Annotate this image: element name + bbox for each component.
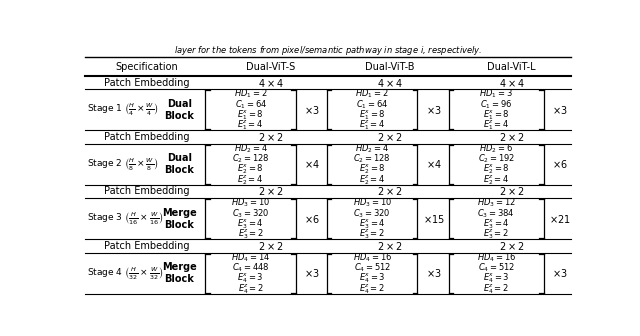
Text: $\times 3$: $\times 3$	[552, 267, 568, 279]
Text: $E_1^x=8$: $E_1^x=8$	[237, 108, 264, 122]
Text: $E_2^z=4$: $E_2^z=4$	[359, 173, 385, 187]
Text: $2 \times 2$: $2 \times 2$	[378, 131, 403, 143]
Text: $2 \times 2$: $2 \times 2$	[378, 240, 403, 252]
Text: Dual-ViT-L: Dual-ViT-L	[487, 61, 536, 72]
Text: Patch Embedding: Patch Embedding	[104, 78, 189, 87]
Text: $HD_1=2$: $HD_1=2$	[355, 88, 389, 100]
Text: $2 \times 2$: $2 \times 2$	[259, 185, 284, 198]
Text: $E_4^x=3$: $E_4^x=3$	[237, 272, 264, 285]
Text: $4 \times 4$: $4 \times 4$	[499, 77, 524, 88]
Text: $\times 3$: $\times 3$	[305, 104, 320, 116]
Text: $E_1^x=8$: $E_1^x=8$	[359, 108, 385, 122]
Text: $\times 4$: $\times 4$	[304, 158, 320, 170]
Text: $HD_4=14$: $HD_4=14$	[231, 251, 270, 264]
Text: $C_3=320$: $C_3=320$	[232, 207, 269, 220]
Text: $C_2=192$: $C_2=192$	[477, 153, 515, 165]
Text: Patch Embedding: Patch Embedding	[104, 132, 189, 142]
Text: $E_4^x=3$: $E_4^x=3$	[359, 272, 385, 285]
Text: $E_1^x=8$: $E_1^x=8$	[483, 108, 509, 122]
Text: Patch Embedding: Patch Embedding	[104, 241, 189, 251]
Text: Dual
Block: Dual Block	[164, 154, 194, 175]
Text: Specification: Specification	[116, 61, 179, 72]
Text: $E_3^z=2$: $E_3^z=2$	[237, 228, 264, 241]
Text: $HD_2=4$: $HD_2=4$	[234, 142, 268, 155]
Text: $HD_4=16$: $HD_4=16$	[477, 251, 516, 264]
Text: $4 \times 4$: $4 \times 4$	[258, 77, 284, 88]
Text: $\times 3$: $\times 3$	[426, 104, 442, 116]
Text: $E_2^x=8$: $E_2^x=8$	[483, 163, 509, 176]
Text: $\times 6$: $\times 6$	[304, 213, 320, 225]
Text: $HD_4=16$: $HD_4=16$	[353, 251, 392, 264]
Text: $E_4^z=2$: $E_4^z=2$	[237, 282, 264, 296]
Text: $\times 4$: $\times 4$	[426, 158, 442, 170]
Text: $HD_3=10$: $HD_3=10$	[231, 197, 270, 209]
Text: $C_4=512$: $C_4=512$	[477, 262, 515, 274]
Text: $HD_1=3$: $HD_1=3$	[479, 88, 513, 100]
Text: $\times 3$: $\times 3$	[552, 104, 568, 116]
Text: $C_4=512$: $C_4=512$	[353, 262, 391, 274]
Text: $E_3^z=2$: $E_3^z=2$	[483, 228, 509, 241]
Text: $2 \times 2$: $2 \times 2$	[499, 240, 524, 252]
Text: $HD_3=12$: $HD_3=12$	[477, 197, 516, 209]
Text: Patch Embedding: Patch Embedding	[104, 186, 189, 197]
Text: $\times 3$: $\times 3$	[426, 267, 442, 279]
Text: $HD_2=4$: $HD_2=4$	[355, 142, 389, 155]
Text: $4 \times 4$: $4 \times 4$	[377, 77, 403, 88]
Text: $C_1=96$: $C_1=96$	[480, 98, 512, 111]
Text: $C_1=64$: $C_1=64$	[356, 98, 388, 111]
Text: Stage 2 $\left(\frac{H}{8} \times \frac{W}{8}\right)$: Stage 2 $\left(\frac{H}{8} \times \frac{…	[88, 156, 159, 173]
Text: Merge
Block: Merge Block	[162, 208, 196, 229]
Text: Dual
Block: Dual Block	[164, 99, 194, 121]
Text: Dual-ViT-B: Dual-ViT-B	[365, 61, 415, 72]
Text: $E_3^x=4$: $E_3^x=4$	[359, 217, 385, 231]
Text: $\times 6$: $\times 6$	[552, 158, 568, 170]
Text: $C_3=320$: $C_3=320$	[353, 207, 391, 220]
Text: $E_1^z=4$: $E_1^z=4$	[237, 119, 264, 132]
Text: $C_1=64$: $C_1=64$	[234, 98, 267, 111]
Text: $HD_3=10$: $HD_3=10$	[353, 197, 392, 209]
Text: $2 \times 2$: $2 \times 2$	[259, 131, 284, 143]
Text: $\times 15$: $\times 15$	[423, 213, 445, 225]
Text: $E_2^x=8$: $E_2^x=8$	[359, 163, 385, 176]
Text: $2 \times 2$: $2 \times 2$	[259, 240, 284, 252]
Text: $E_1^z=4$: $E_1^z=4$	[359, 119, 385, 132]
Text: Stage 1 $\left(\frac{H}{4} \times \frac{W}{4}\right)$: Stage 1 $\left(\frac{H}{4} \times \frac{…	[88, 101, 159, 118]
Text: layer for the tokens from pixel/semantic pathway in stage $i$, respectively.: layer for the tokens from pixel/semantic…	[174, 44, 482, 57]
Text: $E_4^z=2$: $E_4^z=2$	[359, 282, 385, 296]
Text: $C_2=128$: $C_2=128$	[353, 153, 391, 165]
Text: Stage 4 $\left(\frac{H}{32} \times \frac{W}{32}\right)$: Stage 4 $\left(\frac{H}{32} \times \frac…	[88, 265, 164, 282]
Text: $E_1^z=4$: $E_1^z=4$	[483, 119, 509, 132]
Text: Dual-ViT-S: Dual-ViT-S	[246, 61, 296, 72]
Text: $E_2^x=8$: $E_2^x=8$	[237, 163, 264, 176]
Text: $C_4=448$: $C_4=448$	[232, 262, 269, 274]
Text: $2 \times 2$: $2 \times 2$	[378, 185, 403, 198]
Text: $HD_1=2$: $HD_1=2$	[234, 88, 268, 100]
Text: $E_3^x=4$: $E_3^x=4$	[483, 217, 509, 231]
Text: $2 \times 2$: $2 \times 2$	[499, 185, 524, 198]
Text: $C_2=128$: $C_2=128$	[232, 153, 269, 165]
Text: $HD_2=6$: $HD_2=6$	[479, 142, 513, 155]
Text: $C_3=384$: $C_3=384$	[477, 207, 515, 220]
Text: $E_4^z=2$: $E_4^z=2$	[483, 282, 509, 296]
Text: $2 \times 2$: $2 \times 2$	[499, 131, 524, 143]
Text: $E_3^z=2$: $E_3^z=2$	[359, 228, 385, 241]
Text: Stage 3 $\left(\frac{H}{16} \times \frac{W}{16}\right)$: Stage 3 $\left(\frac{H}{16} \times \frac…	[88, 210, 164, 227]
Text: $\times 3$: $\times 3$	[305, 267, 320, 279]
Text: $E_2^z=4$: $E_2^z=4$	[483, 173, 509, 187]
Text: Merge
Block: Merge Block	[162, 262, 196, 284]
Text: $E_4^x=3$: $E_4^x=3$	[483, 272, 509, 285]
Text: $E_3^x=4$: $E_3^x=4$	[237, 217, 264, 231]
Text: $\times 21$: $\times 21$	[549, 213, 571, 225]
Text: $E_2^z=4$: $E_2^z=4$	[237, 173, 264, 187]
